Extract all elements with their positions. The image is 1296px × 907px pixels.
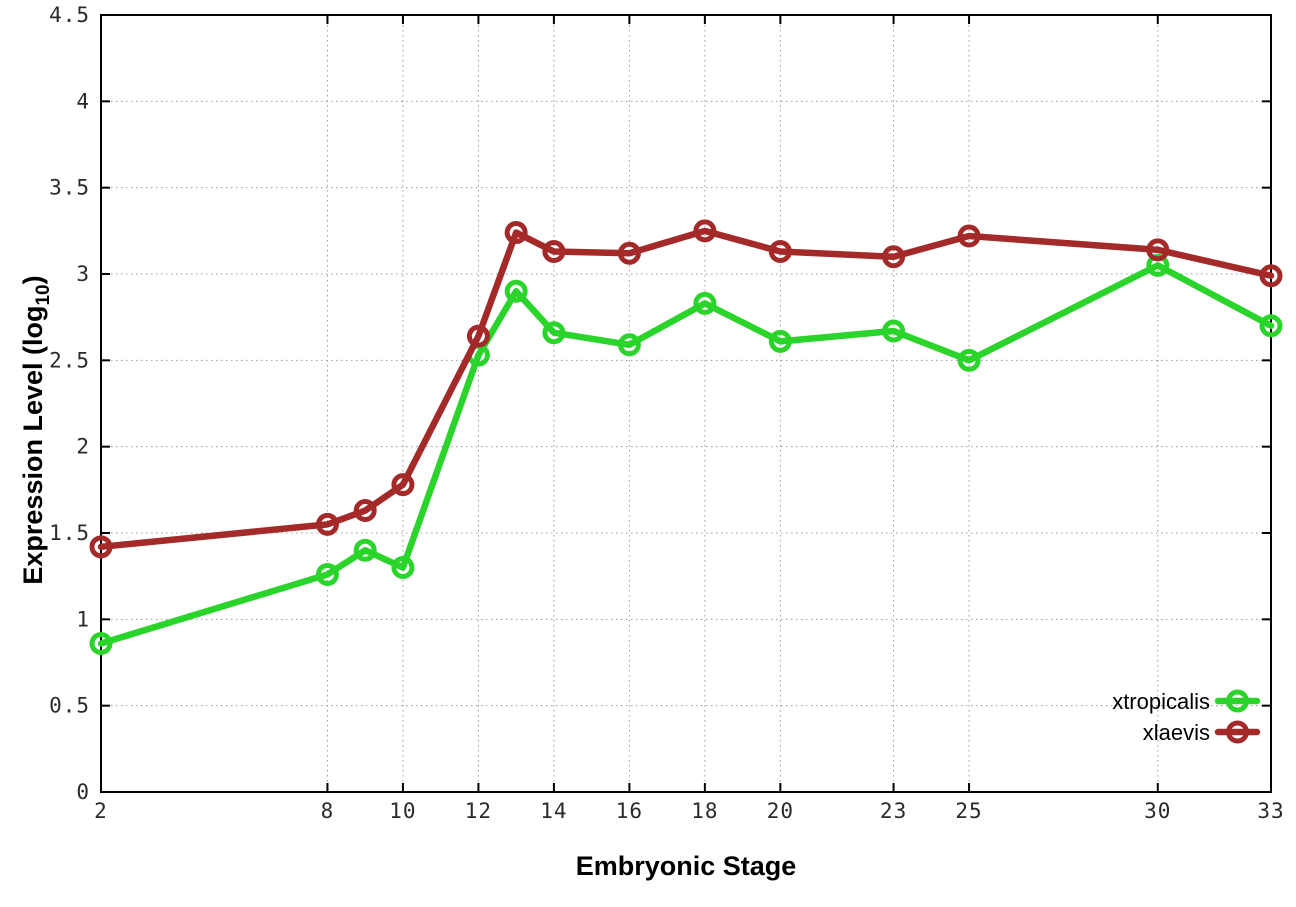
data-point-xlaevis: [353, 499, 377, 523]
x-tick-label: 2: [94, 799, 108, 823]
data-point-xlaevis: [617, 241, 641, 265]
x-tick-label: 12: [465, 799, 492, 823]
y-tick-label: 4.5: [49, 3, 90, 27]
legend-marker: [1226, 720, 1249, 744]
data-point-xlaevis: [1259, 264, 1283, 288]
x-tick-label: 10: [389, 799, 416, 823]
x-tick-label: 8: [321, 799, 335, 823]
data-point-xlaevis: [957, 224, 981, 248]
data-point-xtropicalis: [957, 348, 981, 372]
x-tick-label: 30: [1144, 799, 1171, 823]
y-tick-label: 1.5: [49, 521, 90, 545]
x-tick-label: 16: [616, 799, 643, 823]
data-point-xtropicalis: [768, 329, 792, 353]
y-tick-label: 3.5: [49, 176, 90, 200]
data-point-xlaevis: [542, 240, 566, 264]
x-tick-label: 18: [691, 799, 718, 823]
data-point-xlaevis: [693, 219, 717, 243]
y-tick-label: 1: [76, 607, 90, 631]
data-point-xtropicalis: [542, 321, 566, 345]
x-tick-label: 25: [955, 799, 982, 823]
data-point-xtropicalis: [89, 632, 113, 656]
x-tick-label: 14: [540, 799, 567, 823]
legend-label-xlaevis: xlaevis: [1143, 720, 1210, 745]
data-point-xlaevis: [882, 245, 906, 269]
data-point-xlaevis: [768, 240, 792, 264]
data-point-xtropicalis: [504, 279, 528, 303]
y-tick-label: 3: [76, 262, 90, 286]
data-point-xtropicalis: [617, 333, 641, 357]
data-point-xlaevis: [504, 221, 528, 245]
y-tick-label: 4: [76, 89, 90, 113]
data-point-xtropicalis: [315, 562, 339, 586]
x-axis-label: Embryonic Stage: [576, 851, 797, 881]
y-tick-label: 2: [76, 435, 90, 459]
y-tick-label: 0: [76, 780, 90, 804]
x-tick-label: 20: [767, 799, 794, 823]
data-point-xlaevis: [391, 473, 415, 497]
y-tick-label: 0.5: [49, 694, 90, 718]
x-tick-label: 23: [880, 799, 907, 823]
data-point-xtropicalis: [882, 319, 906, 343]
y-axis-label: Expression Level (log10): [18, 275, 54, 584]
plot-border: [100, 14, 1272, 793]
data-point-xtropicalis: [391, 556, 415, 580]
y-tick-label: 2.5: [49, 348, 90, 372]
legend-entry-xtropicalis: xtropicalis: [1112, 689, 1261, 714]
data-point-xtropicalis: [353, 538, 377, 562]
data-point-xlaevis: [466, 324, 490, 348]
legend-entry-xlaevis: xlaevis: [1143, 720, 1261, 745]
data-point-xlaevis: [1146, 238, 1170, 262]
data-point-xlaevis: [89, 535, 113, 559]
x-tick-label: 33: [1257, 799, 1284, 823]
legend-marker: [1226, 689, 1249, 713]
data-point-xlaevis: [315, 512, 339, 536]
legend-label-xtropicalis: xtropicalis: [1112, 689, 1210, 714]
data-point-xtropicalis: [1259, 314, 1283, 338]
data-point-xtropicalis: [693, 291, 717, 315]
